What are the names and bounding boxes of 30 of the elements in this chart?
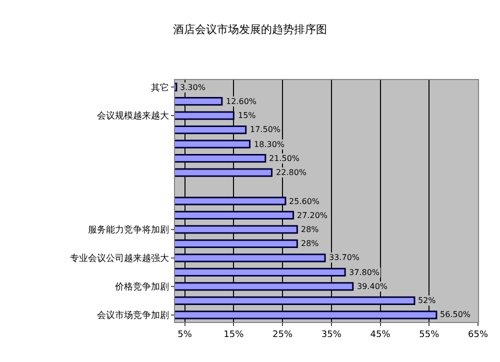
- data-label: 17.50%: [250, 125, 281, 134]
- data-label: 12.60%: [226, 97, 257, 106]
- x-tick-label: 35%: [321, 330, 342, 340]
- data-label: 25.60%: [289, 197, 320, 206]
- data-label: 37.80%: [349, 268, 380, 277]
- y-tick-label: 会议市场竞争加剧: [97, 310, 170, 322]
- data-label: 18.30%: [254, 140, 285, 149]
- data-label: 21.50%: [269, 154, 300, 163]
- y-tick-label: 其它: [151, 82, 170, 94]
- y-tick-label: 服务能力竞争将加剧: [88, 224, 170, 236]
- y-tick-label: 专业会议公司越来越强大: [70, 253, 170, 264]
- data-label: 22.80%: [276, 168, 307, 177]
- y-tick-label: 会议规模越来越大: [97, 110, 170, 122]
- data-label: 33.70%: [329, 253, 360, 262]
- data-label: 52%: [418, 296, 436, 305]
- data-label: 39.40%: [357, 282, 388, 291]
- data-label: 15%: [238, 111, 256, 120]
- x-tick-label: 15%: [224, 330, 244, 340]
- data-label: 27.20%: [297, 211, 328, 220]
- data-label: 28%: [301, 225, 320, 234]
- x-tick-label: 25%: [272, 330, 293, 340]
- data-label: 3.30%: [180, 83, 206, 92]
- x-tick-label: 5%: [178, 330, 192, 340]
- x-tick-label: 55%: [419, 330, 440, 340]
- y-tick-label: 价格竞争加剧: [114, 282, 170, 293]
- data-label: 56.50%: [440, 310, 471, 319]
- chart-title: 酒店会议市场发展的趋势排序图: [173, 23, 327, 36]
- data-label: 28%: [301, 239, 320, 248]
- x-tick-label: 45%: [370, 330, 391, 340]
- x-tick-label: 65%: [468, 330, 488, 340]
